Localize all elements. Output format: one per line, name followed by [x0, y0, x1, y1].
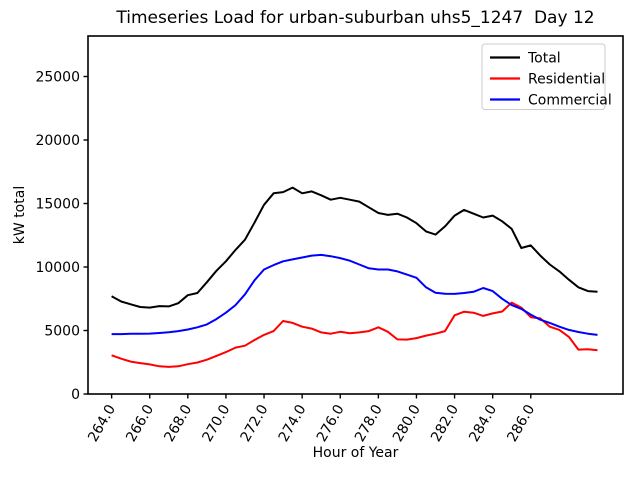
x-tick-label: 272.0 — [238, 402, 272, 445]
x-tick-label: 264.0 — [85, 402, 119, 445]
legend: Total Residential Commercial — [481, 43, 612, 110]
series-total-line — [111, 186, 598, 309]
y-axis-ticks: 0 5000 10000 15000 20000 25000 — [35, 70, 88, 403]
series-residential-line — [111, 301, 598, 368]
y-tick-label: 25000 — [35, 70, 80, 86]
x-tick-label: 280.0 — [390, 402, 424, 445]
x-axis-ticks: 264.0 266.0 268.0 270.0 272.0 274.0 276.0 278.0… — [85, 394, 538, 445]
y-axis-label: kW total — [12, 186, 28, 244]
legend-label-commercial: Commercial — [528, 93, 612, 109]
x-tick-label: 276.0 — [314, 402, 348, 445]
x-tick-label: 278.0 — [352, 402, 386, 445]
y-tick-label: 20000 — [35, 133, 80, 149]
y-tick-label: 5000 — [44, 324, 80, 340]
legend-frame — [481, 43, 606, 110]
x-tick-label: 274.0 — [276, 402, 310, 445]
x-tick-label: 266.0 — [123, 402, 157, 445]
x-tick-label: 284.0 — [466, 402, 500, 445]
x-tick-label: 282.0 — [428, 402, 462, 445]
y-tick-label: 0 — [71, 387, 80, 403]
x-tick-label: 268.0 — [161, 402, 195, 445]
x-tick-label: 270.0 — [200, 402, 234, 445]
chart-title: Timeseries Load for urban-suburban uhs5_… — [115, 8, 594, 28]
series-lines — [111, 186, 598, 368]
series-commercial-line — [111, 253, 598, 336]
legend-label-total: Total — [527, 51, 561, 67]
y-tick-label: 10000 — [35, 260, 80, 276]
x-tick-label: 286.0 — [504, 402, 538, 445]
plot-area — [87, 35, 624, 395]
y-tick-label: 15000 — [35, 197, 80, 213]
legend-label-residential: Residential — [528, 72, 605, 88]
x-axis-label: Hour of Year — [313, 445, 399, 461]
